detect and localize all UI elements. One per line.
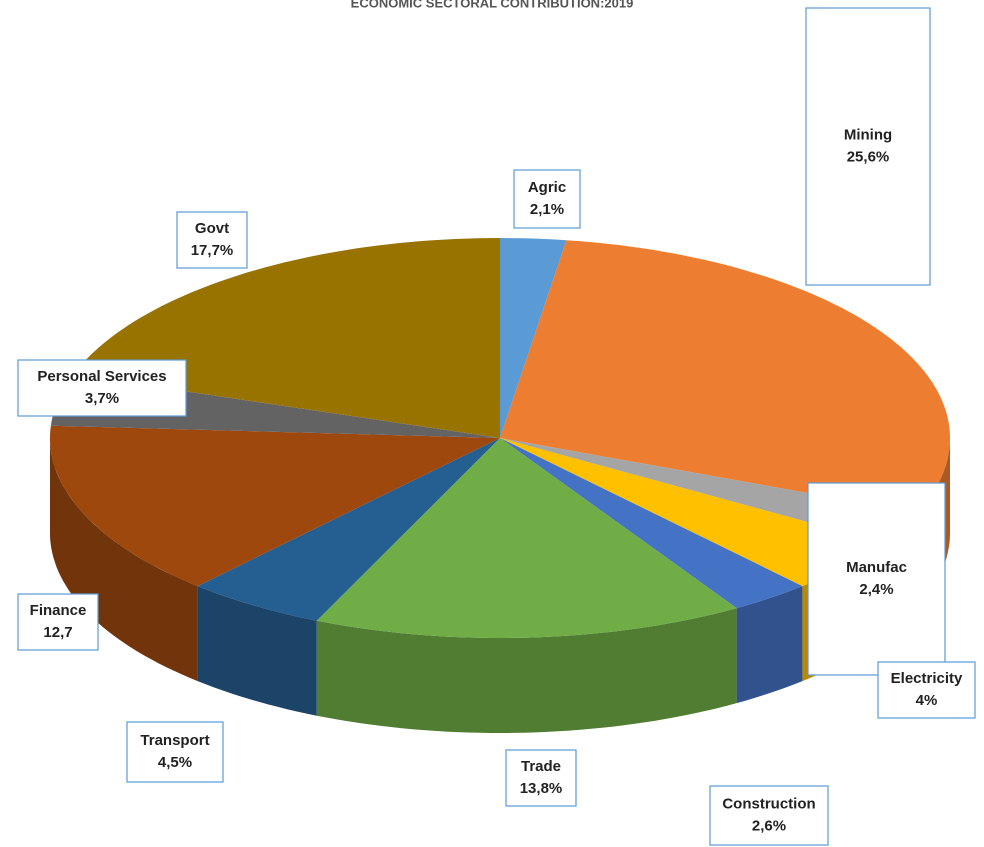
slice: [500, 438, 884, 587]
slice: [500, 240, 950, 513]
slice-label: Personal Services: [37, 368, 166, 385]
slice: [50, 425, 500, 587]
label-box: [176, 211, 248, 269]
label-box: [513, 169, 581, 229]
value-label: 13,8%: [520, 780, 563, 797]
slice-side: [316, 608, 737, 733]
slice-label: Agric: [528, 179, 566, 196]
slice: [316, 438, 737, 638]
chart-title: ECONOMIC SECTORAL CONTRIBUTION:2019: [351, 0, 634, 10]
label-box: [807, 482, 946, 676]
label-box: [877, 661, 976, 719]
slice-label: Govt: [195, 220, 229, 237]
label-box: [126, 721, 224, 783]
slice-label: Manufac: [846, 559, 907, 576]
value-label: 2,4%: [859, 581, 893, 598]
slice: [500, 438, 803, 609]
label-box: [805, 7, 931, 286]
slice: [197, 438, 500, 621]
value-label: 4%: [916, 692, 938, 709]
value-label: 17,7%: [191, 242, 234, 259]
slice-label: Mining: [844, 126, 892, 143]
slice: [500, 238, 567, 438]
value-label: 3,7%: [85, 390, 119, 407]
label-box: [17, 359, 187, 417]
label-box: [505, 749, 577, 807]
slice-label: Construction: [722, 795, 815, 812]
slice-label: Finance: [30, 602, 87, 619]
value-label: 4,5%: [158, 754, 192, 771]
slice-label: Trade: [521, 758, 561, 775]
slice-label: Electricity: [891, 670, 963, 687]
label-box: [17, 593, 99, 651]
slice-side: [736, 586, 803, 704]
label-box: [709, 785, 829, 846]
value-label: 2,6%: [752, 817, 786, 834]
value-label: 25,6%: [847, 148, 890, 165]
slice-label: Transport: [140, 732, 209, 749]
value-label: 2,1%: [530, 201, 564, 218]
slice-side: [197, 586, 317, 716]
value-label: 12,7: [43, 624, 72, 641]
slice-side: [50, 438, 198, 682]
